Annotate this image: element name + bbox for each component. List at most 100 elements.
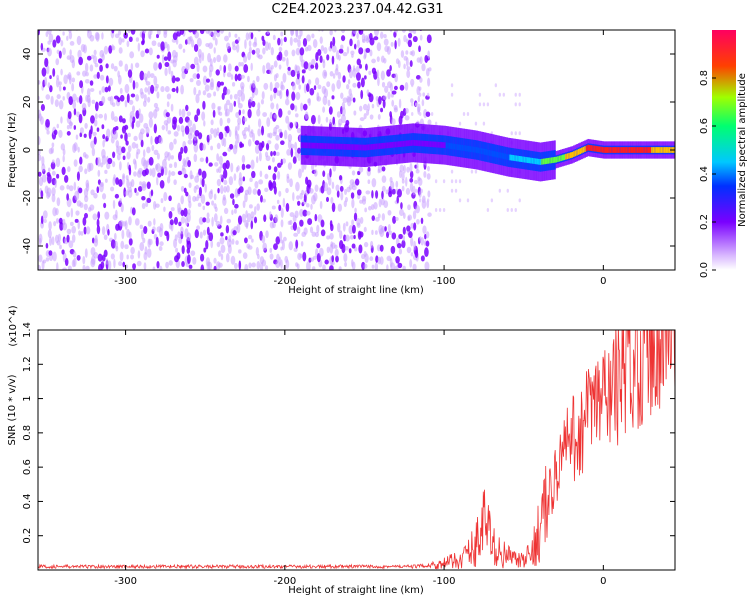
heatmap-cell — [491, 150, 494, 157]
heatmap-cell — [135, 37, 140, 42]
heatmap-cell — [105, 128, 111, 139]
heatmap-cell — [194, 229, 199, 239]
heatmap-cell — [595, 145, 598, 152]
heatmap-cell — [585, 145, 588, 152]
heatmap-cell — [89, 64, 94, 72]
heatmap-cell — [160, 198, 164, 204]
heatmap-cell — [220, 244, 226, 254]
heatmap-cell — [418, 45, 421, 53]
heatmap-cell — [245, 164, 251, 169]
heatmap-cell — [525, 156, 528, 163]
heatmap-cell — [242, 109, 245, 115]
heatmap-cell — [141, 181, 147, 189]
heatmap-cell — [422, 92, 426, 97]
heatmap-cell — [54, 178, 57, 188]
heatmap-cell — [387, 91, 391, 100]
heatmap-cell — [41, 156, 45, 167]
heatmap-cell — [47, 229, 52, 238]
heatmap-cell — [262, 198, 266, 203]
heatmap-cell — [66, 124, 70, 130]
heatmap-cell — [348, 225, 354, 235]
heatmap-cell — [359, 216, 364, 224]
heatmap-cell — [329, 41, 333, 49]
heatmap-cell — [82, 217, 87, 226]
heatmap-cell — [365, 47, 371, 53]
heatmap-cell — [252, 132, 255, 143]
heatmap-cell — [259, 170, 263, 178]
heatmap-cell — [75, 210, 80, 216]
heatmap-cell — [183, 160, 189, 168]
heatmap-cell — [146, 146, 151, 154]
heatmap-cell — [90, 125, 93, 135]
heatmap-cell — [352, 30, 357, 34]
heatmap-cell — [115, 140, 120, 149]
heatmap-cell — [38, 109, 41, 119]
heatmap-cell — [53, 221, 57, 227]
heatmap-cell — [285, 115, 290, 124]
heatmap-cell — [249, 96, 254, 103]
heatmap-cell — [297, 168, 302, 179]
heatmap-cell — [183, 145, 188, 154]
heatmap-cell — [442, 179, 446, 184]
heatmap-cell — [278, 108, 283, 118]
heatmap-cell — [408, 30, 414, 34]
heatmap-cell — [348, 88, 352, 97]
heatmap-cell — [285, 88, 289, 97]
heatmap-cell — [375, 217, 380, 222]
heatmap-cell — [121, 38, 125, 43]
heatmap-cell — [311, 142, 314, 149]
heatmap-cell — [155, 83, 159, 89]
heatmap-cell — [202, 65, 208, 73]
heatmap-cell — [257, 118, 262, 128]
heatmap-cell — [326, 187, 332, 196]
heatmap-cell — [243, 127, 249, 132]
heatmap-cell — [413, 140, 416, 146]
heatmap-cell — [434, 121, 438, 126]
heatmap-cell — [558, 155, 561, 162]
heatmap-cell — [408, 231, 413, 239]
heatmap-cell — [244, 237, 248, 244]
heatmap-cell — [170, 207, 175, 212]
heatmap-cell — [132, 80, 136, 90]
heatmap-cell — [69, 41, 75, 46]
heatmap-cell — [393, 104, 398, 111]
heatmap-cell — [329, 220, 333, 227]
heatmap-cell — [219, 117, 223, 127]
heatmap-cell — [287, 66, 291, 71]
heatmap-cell — [225, 108, 230, 117]
heatmap-cell — [158, 136, 164, 145]
heatmap-cell — [284, 98, 290, 106]
heatmap-cell — [69, 221, 74, 227]
heatmap-cell — [399, 84, 405, 91]
heatmap-cell — [273, 150, 277, 156]
heatmap-cell — [166, 176, 171, 184]
heatmap-cell — [289, 212, 295, 218]
heatmap-cell — [111, 30, 115, 34]
heatmap-cell — [330, 261, 335, 266]
heatmap-cell — [122, 261, 126, 268]
heatmap-cell — [62, 154, 65, 163]
heatmap-cell — [203, 120, 206, 127]
heatmap-cell — [544, 158, 547, 165]
heatmap-cell — [68, 96, 74, 106]
heatmap-cell — [54, 99, 59, 108]
heatmap-cell — [314, 62, 319, 70]
heatmap-cell — [386, 69, 391, 77]
heatmap-cell — [139, 128, 145, 135]
heatmap-cell — [143, 73, 148, 81]
heatmap-cell — [236, 43, 240, 53]
heatmap-cell — [100, 162, 104, 168]
heatmap-cell — [297, 147, 301, 154]
heatmap-cell — [627, 147, 630, 153]
heatmap-cell — [94, 101, 99, 112]
heatmap-cell — [286, 57, 289, 67]
heatmap-cell — [390, 262, 396, 270]
heatmap-cell — [224, 30, 227, 31]
heatmap-cell — [522, 156, 524, 163]
heatmap-cell — [180, 226, 184, 235]
heatmap-cell — [454, 179, 458, 184]
heatmap-cell — [404, 140, 407, 147]
heatmap-cell — [273, 92, 277, 99]
heatmap-cell — [137, 186, 143, 192]
heatmap-cell — [374, 30, 380, 37]
